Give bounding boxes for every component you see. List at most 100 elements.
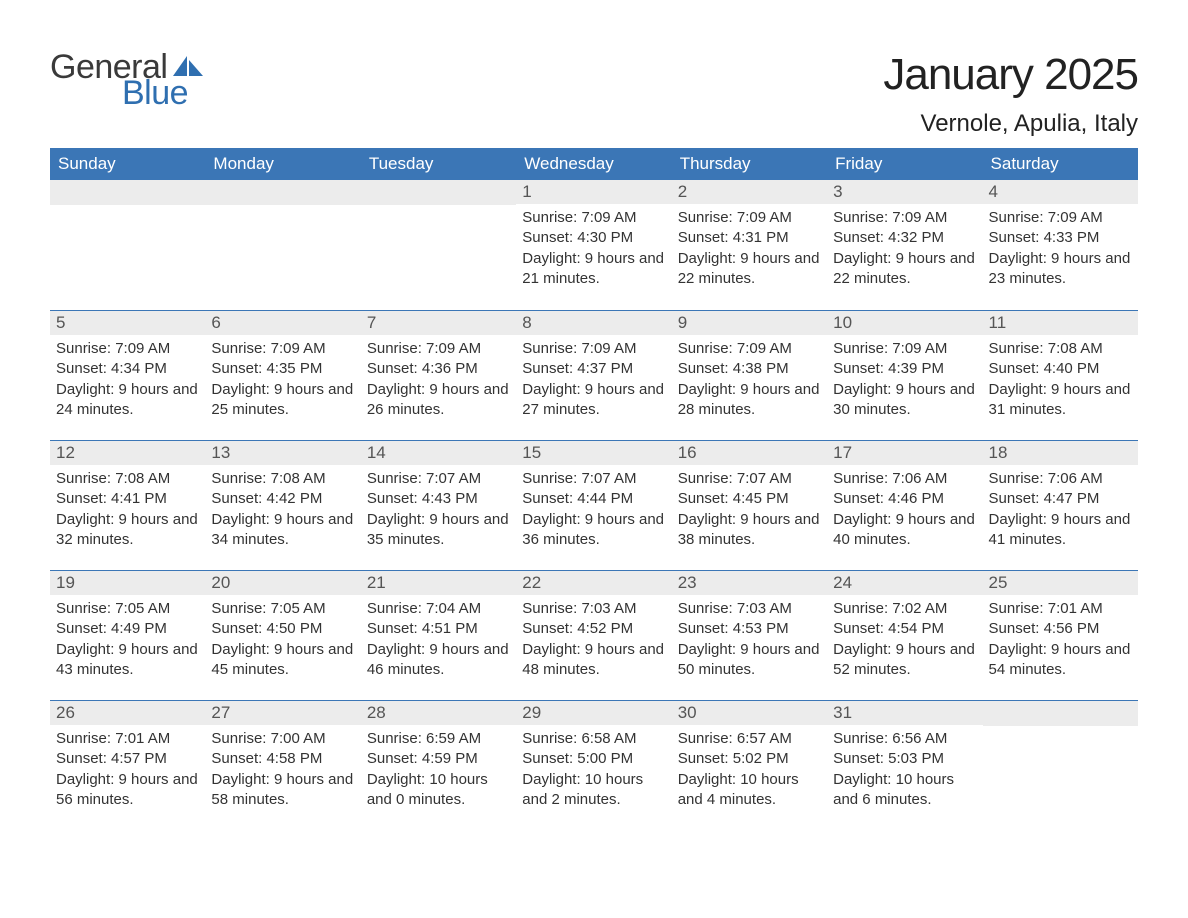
daylight-line: Daylight: 10 hours and 4 minutes. [678,770,821,811]
sunset-line: Sunset: 4:36 PM [367,359,510,379]
weeks-container: 1Sunrise: 7:09 AMSunset: 4:30 PMDaylight… [50,180,1138,830]
sunset-line: Sunset: 4:50 PM [211,619,354,639]
sunset-line: Sunset: 4:44 PM [522,489,665,509]
day-body: Sunrise: 7:07 AMSunset: 4:45 PMDaylight:… [672,465,827,568]
logo-text-blue: Blue [122,76,205,110]
daylight-line: Daylight: 9 hours and 28 minutes. [678,380,821,421]
daylight-line: Daylight: 9 hours and 41 minutes. [989,510,1132,551]
week-row: 1Sunrise: 7:09 AMSunset: 4:30 PMDaylight… [50,180,1138,310]
sunset-line: Sunset: 4:32 PM [833,228,976,248]
sunrise-line: Sunrise: 6:58 AM [522,729,665,749]
day-body: Sunrise: 7:09 AMSunset: 4:31 PMDaylight:… [672,204,827,307]
daylight-line: Daylight: 9 hours and 46 minutes. [367,640,510,681]
weekday-header-row: SundayMondayTuesdayWednesdayThursdayFrid… [50,148,1138,180]
sunset-line: Sunset: 5:03 PM [833,749,976,769]
sunrise-line: Sunrise: 7:09 AM [833,339,976,359]
day-cell: 24Sunrise: 7:02 AMSunset: 4:54 PMDayligh… [827,571,982,700]
sunrise-line: Sunrise: 7:05 AM [211,599,354,619]
sunrise-line: Sunrise: 7:06 AM [989,469,1132,489]
weekday-header: Thursday [672,148,827,180]
day-cell: 1Sunrise: 7:09 AMSunset: 4:30 PMDaylight… [516,180,671,310]
calendar: SundayMondayTuesdayWednesdayThursdayFrid… [50,148,1138,830]
day-number: 24 [827,571,982,595]
sunrise-line: Sunrise: 7:09 AM [367,339,510,359]
daylight-line: Daylight: 9 hours and 56 minutes. [56,770,199,811]
day-number: 15 [516,441,671,465]
day-number: 17 [827,441,982,465]
day-body: Sunrise: 7:08 AMSunset: 4:42 PMDaylight:… [205,465,360,568]
day-cell: 11 Sunrise: 7:08 AMSunset: 4:40 PMDayligh… [983,311,1138,440]
day-number: 5 [50,311,205,335]
daylight-line: Daylight: 10 hours and 6 minutes. [833,770,976,811]
logo: General Blue [50,50,205,110]
sunrise-line: Sunrise: 6:56 AM [833,729,976,749]
day-body: Sunrise: 7:07 AMSunset: 4:44 PMDaylight:… [516,465,671,568]
day-number: 11 [983,311,1138,335]
day-number: 29 [516,701,671,725]
day-number: 20 [205,571,360,595]
sunset-line: Sunset: 4:56 PM [989,619,1132,639]
sunrise-line: Sunrise: 7:09 AM [678,339,821,359]
day-cell: 18Sunrise: 7:06 AMSunset: 4:47 PMDayligh… [983,441,1138,570]
empty-day-bar [50,180,205,205]
day-body: Sunrise: 7:09 AMSunset: 4:38 PMDaylight:… [672,335,827,438]
day-number: 6 [205,311,360,335]
weekday-header: Wednesday [516,148,671,180]
sunrise-line: Sunrise: 7:00 AM [211,729,354,749]
day-number: 30 [672,701,827,725]
empty-day-bar [205,180,360,205]
day-cell: 6Sunrise: 7:09 AMSunset: 4:35 PMDaylight… [205,311,360,440]
day-cell: 30Sunrise: 6:57 AMSunset: 5:02 PMDayligh… [672,701,827,830]
week-row: 19Sunrise: 7:05 AMSunset: 4:49 PMDayligh… [50,570,1138,700]
day-number: 2 [672,180,827,204]
sunset-line: Sunset: 4:31 PM [678,228,821,248]
sunset-line: Sunset: 4:42 PM [211,489,354,509]
month-title: January 2025 [883,50,1138,100]
daylight-line: Daylight: 9 hours and 35 minutes. [367,510,510,551]
sunset-line: Sunset: 4:39 PM [833,359,976,379]
day-number: 19 [50,571,205,595]
weekday-header: Friday [827,148,982,180]
weekday-header: Sunday [50,148,205,180]
day-cell: 19Sunrise: 7:05 AMSunset: 4:49 PMDayligh… [50,571,205,700]
weekday-header: Tuesday [361,148,516,180]
day-cell: 12Sunrise: 7:08 AMSunset: 4:41 PMDayligh… [50,441,205,570]
day-cell: 4Sunrise: 7:09 AMSunset: 4:33 PMDaylight… [983,180,1138,310]
sunset-line: Sunset: 4:46 PM [833,489,976,509]
day-cell: 21Sunrise: 7:04 AMSunset: 4:51 PMDayligh… [361,571,516,700]
daylight-line: Daylight: 9 hours and 21 minutes. [522,249,665,290]
sunrise-line: Sunrise: 6:57 AM [678,729,821,749]
sunset-line: Sunset: 4:40 PM [989,359,1132,379]
day-cell: 20 Sunrise: 7:05 AMSunset: 4:50 PMDayligh… [205,571,360,700]
daylight-line: Daylight: 10 hours and 0 minutes. [367,770,510,811]
sunrise-line: Sunrise: 7:09 AM [522,339,665,359]
day-number: 1 [516,180,671,204]
day-body: Sunrise: 7:01 AMSunset: 4:56 PMDaylight:… [983,595,1138,698]
day-cell: 15Sunrise: 7:07 AMSunset: 4:44 PMDayligh… [516,441,671,570]
sunset-line: Sunset: 4:45 PM [678,489,821,509]
day-cell: 14Sunrise: 7:07 AMSunset: 4:43 PMDayligh… [361,441,516,570]
day-body: Sunrise: 7:03 AMSunset: 4:53 PMDaylight:… [672,595,827,698]
daylight-line: Daylight: 9 hours and 22 minutes. [833,249,976,290]
location-text: Vernole, Apulia, Italy [883,110,1138,138]
day-body: Sunrise: 7:06 AMSunset: 4:46 PMDaylight:… [827,465,982,568]
sunrise-line: Sunrise: 7:06 AM [833,469,976,489]
week-row: 12Sunrise: 7:08 AMSunset: 4:41 PMDayligh… [50,440,1138,570]
day-body: Sunrise: 7:00 AMSunset: 4:58 PMDaylight:… [205,725,360,828]
day-cell: 3Sunrise: 7:09 AMSunset: 4:32 PMDaylight… [827,180,982,310]
sunrise-line: Sunrise: 7:03 AM [678,599,821,619]
daylight-line: Daylight: 9 hours and 30 minutes. [833,380,976,421]
sunset-line: Sunset: 4:57 PM [56,749,199,769]
daylight-line: Daylight: 9 hours and 31 minutes. [989,380,1132,421]
sunrise-line: Sunrise: 7:07 AM [678,469,821,489]
sunset-line: Sunset: 4:52 PM [522,619,665,639]
day-body: Sunrise: 6:57 AMSunset: 5:02 PMDaylight:… [672,725,827,828]
sunset-line: Sunset: 4:34 PM [56,359,199,379]
sunrise-line: Sunrise: 7:01 AM [56,729,199,749]
daylight-line: Daylight: 9 hours and 32 minutes. [56,510,199,551]
daylight-line: Daylight: 9 hours and 45 minutes. [211,640,354,681]
sunrise-line: Sunrise: 7:08 AM [989,339,1132,359]
day-body: Sunrise: 7:02 AMSunset: 4:54 PMDaylight:… [827,595,982,698]
day-number: 14 [361,441,516,465]
sunrise-line: Sunrise: 7:03 AM [522,599,665,619]
